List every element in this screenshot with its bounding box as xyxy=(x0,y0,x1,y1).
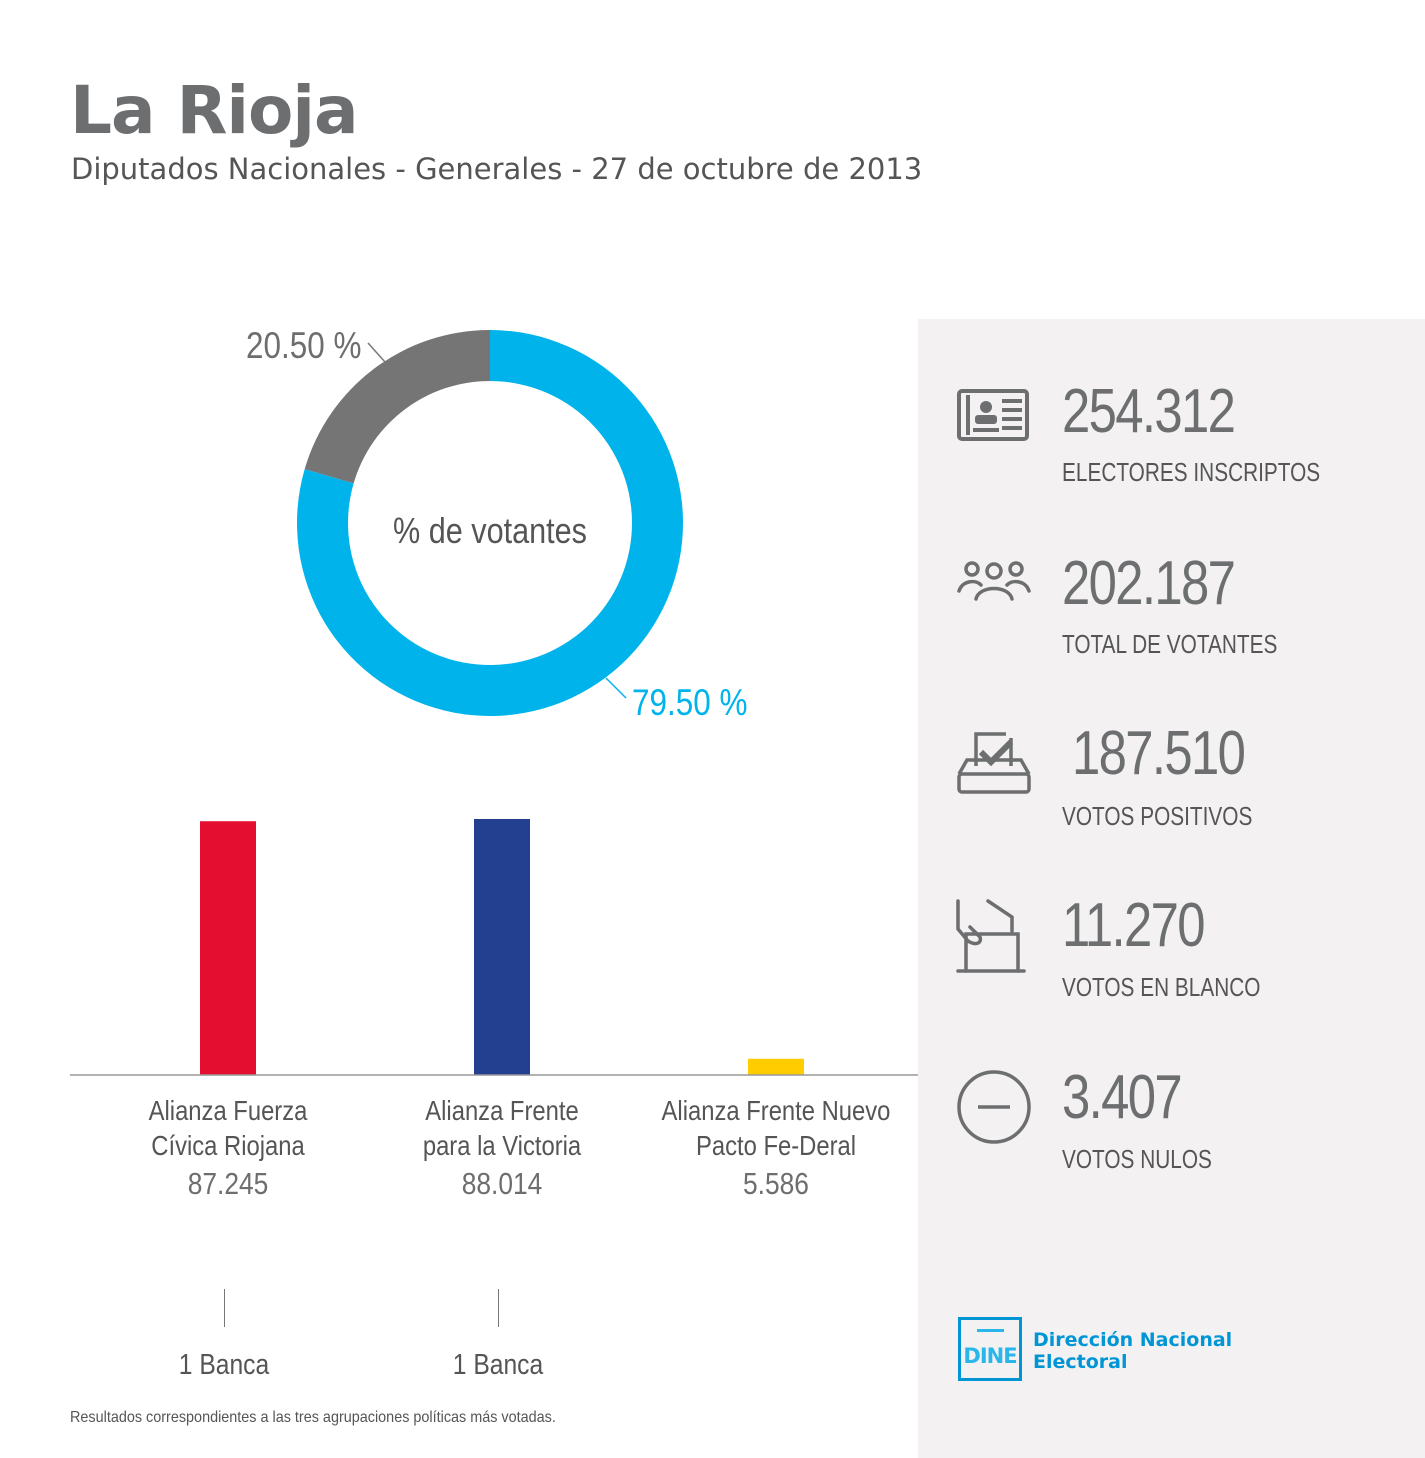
page-title: La Rioja xyxy=(70,72,359,149)
logo-name: Electoral xyxy=(1033,1351,1128,1373)
logo-name: Dirección Nacional xyxy=(1033,1329,1233,1351)
slice-label-gray: 20.50 % xyxy=(246,325,362,366)
category-label: Cívica Riojana xyxy=(151,1130,305,1161)
value-label: 5.586 xyxy=(743,1166,809,1201)
category-label: para la Victoria xyxy=(422,1130,582,1161)
minus-circle-icon xyxy=(957,1070,1031,1144)
bar xyxy=(200,821,256,1075)
seat-label: 1 Banca xyxy=(178,1349,270,1381)
hand-ballot-icon xyxy=(956,899,1026,973)
stat-label: VOTOS EN BLANCO xyxy=(1062,972,1261,1002)
charts xyxy=(70,330,918,1076)
stat-label: VOTOS NULOS xyxy=(1062,1144,1212,1174)
category-label: Alianza Fuerza xyxy=(148,1095,308,1126)
stat-label: ELECTORES INSCRIPTOS xyxy=(1062,457,1321,487)
slice-label-blue: 79.50 % xyxy=(632,682,748,723)
value-label: 88.014 xyxy=(461,1166,543,1201)
stat-value: 202.187 xyxy=(1062,549,1236,618)
stat-value: 254.312 xyxy=(1062,377,1236,446)
page-subtitle: Diputados Nacionales - Generales - 27 de… xyxy=(71,152,923,186)
donut-chart xyxy=(297,330,683,716)
category-label: Pacto Fe-Deral xyxy=(695,1130,857,1161)
seat-divider xyxy=(224,1289,225,1327)
stat-value: 3.407 xyxy=(1062,1063,1183,1132)
leader-line-gray xyxy=(367,342,386,363)
stat-label: VOTOS POSITIVOS xyxy=(1062,801,1253,831)
bar xyxy=(748,1058,804,1075)
donut-center-label: % de votantes xyxy=(393,510,587,551)
bar xyxy=(474,819,530,1075)
seat-label: 1 Banca xyxy=(452,1349,544,1381)
stat-value: 11.270 xyxy=(1062,891,1206,960)
category-label: Alianza Frente xyxy=(425,1095,579,1126)
id-card-icon xyxy=(957,389,1029,441)
dine-logo: DINE xyxy=(958,1317,1022,1381)
value-label: 87.245 xyxy=(187,1166,269,1201)
category-label: Alianza Frente Nuevo xyxy=(661,1095,891,1126)
bar-chart xyxy=(200,819,804,1075)
seat-divider xyxy=(498,1289,499,1327)
donut-slice xyxy=(304,330,490,484)
footnote: Resultados correspondientes a las tres a… xyxy=(70,1409,556,1426)
leader-line-blue xyxy=(605,677,627,699)
people-icon xyxy=(957,561,1031,601)
stat-value: 187.510 xyxy=(1072,719,1246,788)
logo-mark: DINE xyxy=(963,1344,1017,1368)
ballot-box-check-icon xyxy=(957,732,1031,794)
stat-label: TOTAL DE VOTANTES xyxy=(1062,629,1278,659)
stats-panel: 254.312 ELECTORES INSCRIPTOS 202.187 TOT… xyxy=(918,319,1425,1458)
